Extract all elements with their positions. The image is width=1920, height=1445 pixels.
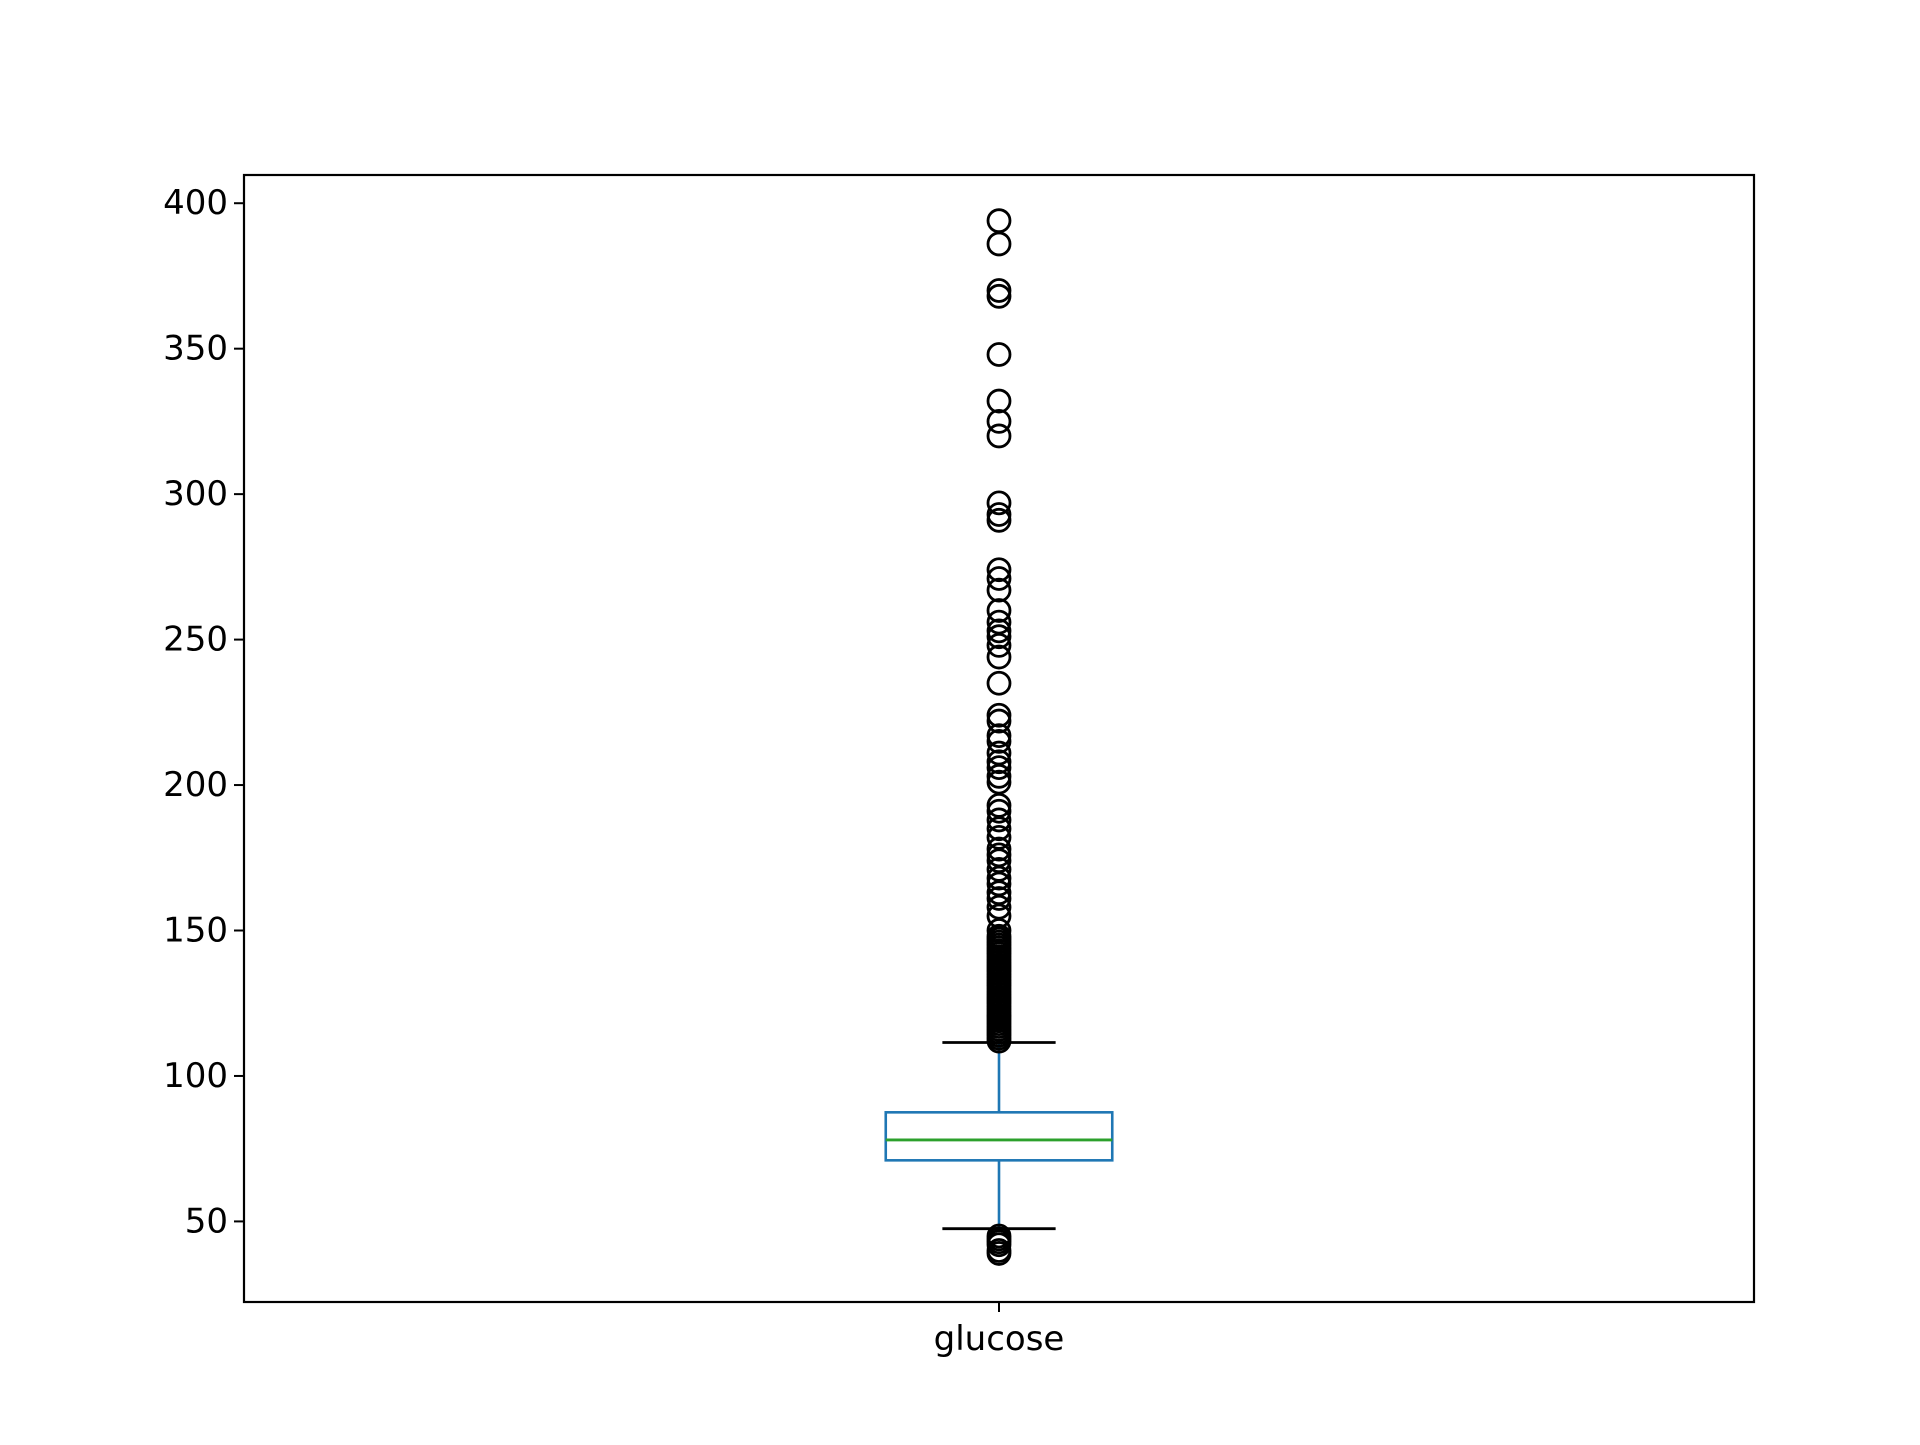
- outlier-point: [986, 624, 1012, 650]
- outlier-point: [986, 644, 1012, 670]
- outlier-point: [986, 1238, 1012, 1263]
- boxes-layer: [884, 1041, 1114, 1231]
- outlier-point: [986, 729, 1012, 754]
- outlier-point: [986, 886, 1012, 911]
- outlier-point: [986, 502, 1012, 527]
- outlier-point: [986, 577, 1012, 603]
- outlier-point: [986, 507, 1012, 533]
- outlier-point: [986, 388, 1012, 414]
- outlier-point: [986, 618, 1012, 644]
- plot-area: [242, 173, 1756, 1304]
- y-tick-label: 400: [163, 183, 228, 223]
- outlier-point: [986, 490, 1012, 516]
- outlier-point: [986, 842, 1012, 868]
- fliers-layer: [986, 208, 1012, 1266]
- outlier-point: [986, 283, 1012, 309]
- y-tick-label: 200: [163, 765, 228, 805]
- outlier-point: [986, 208, 1012, 234]
- outlier-point: [986, 1223, 1012, 1249]
- outlier-point: [986, 557, 1012, 583]
- y-axis: 50 100 150 200 250 300 350 400: [163, 183, 244, 1241]
- outlier-point: [986, 342, 1012, 367]
- x-axis: glucose: [934, 1302, 1065, 1359]
- outlier-point: [986, 798, 1012, 824]
- outlier-point: [986, 566, 1012, 591]
- outlier-point: [986, 755, 1012, 780]
- outlier-point: [986, 836, 1012, 862]
- outlier-point: [986, 769, 1012, 795]
- outlier-point: [986, 609, 1012, 635]
- outlier-point: [986, 708, 1012, 734]
- y-tick-label: 350: [163, 329, 228, 369]
- outlier-point: [986, 857, 1012, 882]
- x-tick-label: glucose: [934, 1319, 1065, 1359]
- y-tick-label: 100: [163, 1056, 228, 1096]
- outlier-point: [986, 702, 1012, 728]
- outlier-point: [986, 923, 1012, 949]
- outlier-point: [986, 670, 1012, 696]
- outlier-point: [986, 749, 1012, 775]
- outlier-point: [986, 740, 1012, 766]
- y-tick-label: 150: [163, 911, 228, 951]
- outlier-point: [986, 409, 1012, 434]
- outlier-point: [986, 278, 1012, 303]
- y-tick-label: 300: [163, 474, 228, 514]
- outlier-point: [986, 598, 1012, 623]
- outlier-point: [986, 723, 1012, 748]
- outlier-point: [986, 423, 1012, 449]
- iqr-box: [884, 1111, 1114, 1162]
- outlier-point: [986, 807, 1012, 833]
- outlier-point: [986, 825, 1012, 850]
- y-tick-label: 250: [163, 620, 228, 660]
- y-tick-label: 50: [185, 1201, 228, 1241]
